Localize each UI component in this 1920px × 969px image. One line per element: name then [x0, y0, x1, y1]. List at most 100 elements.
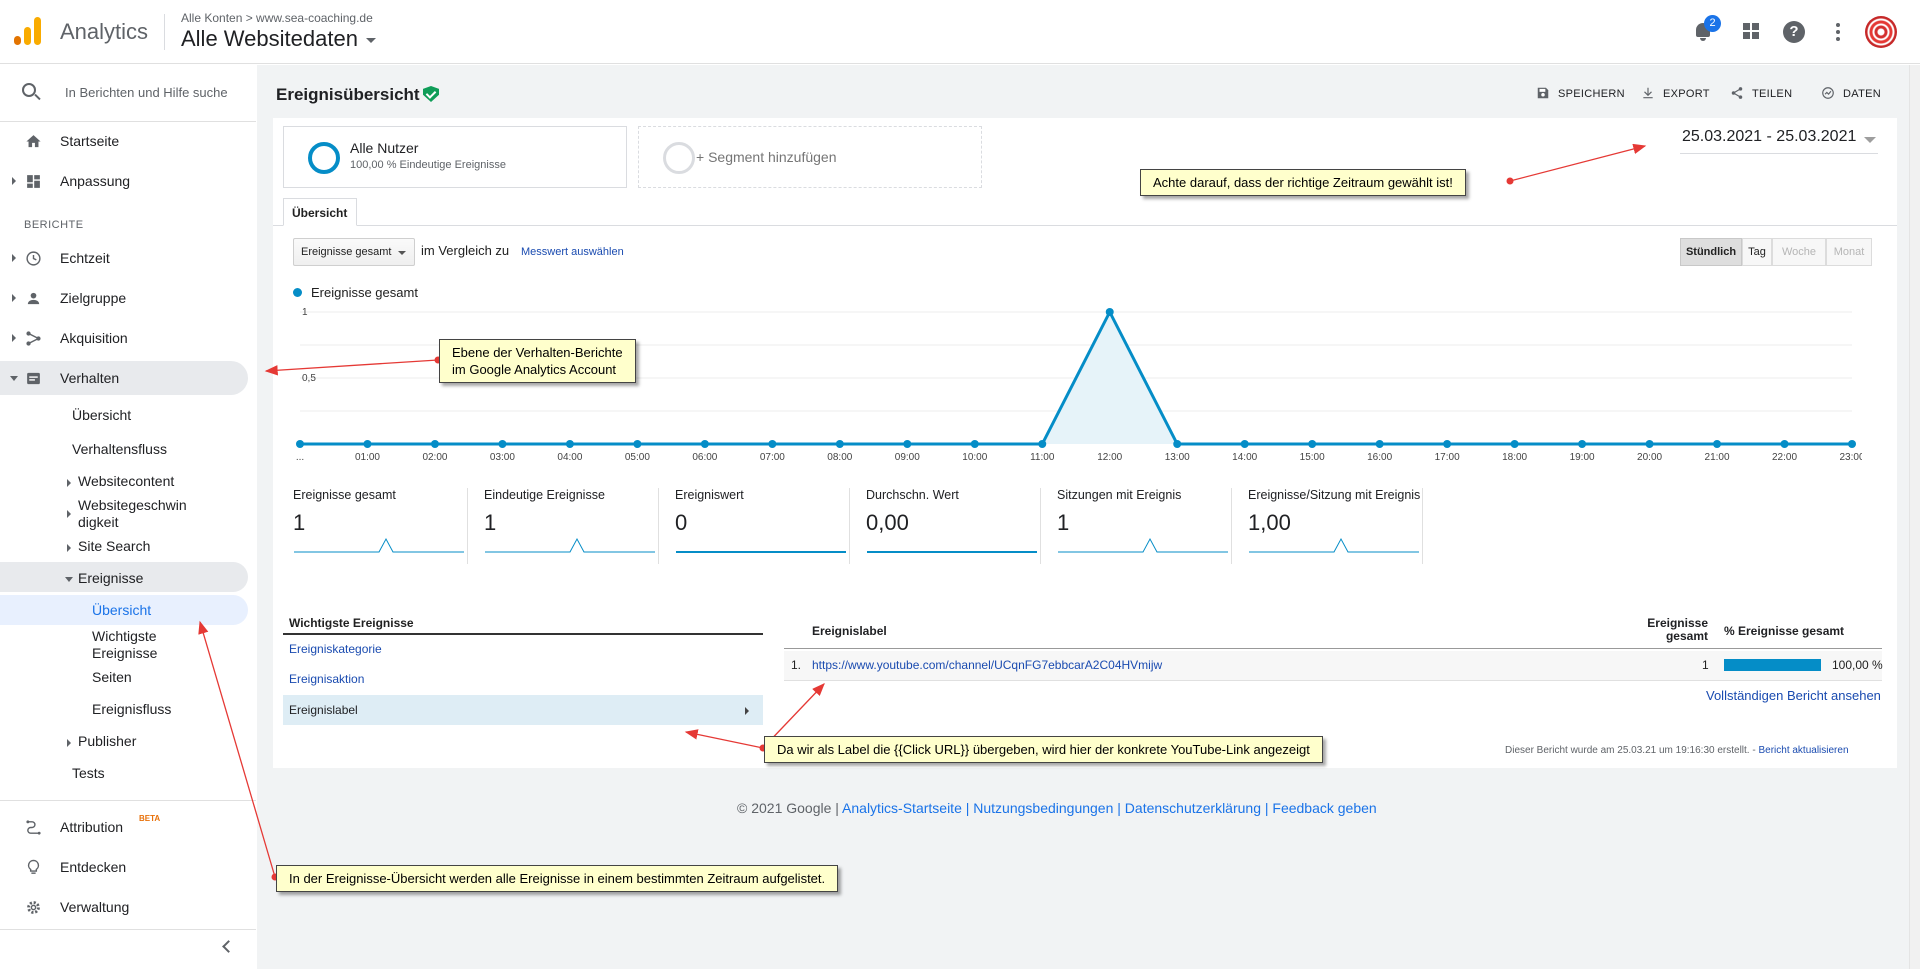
kpi-card[interactable]: Sitzungen mit Ereignis 1	[1047, 488, 1232, 564]
data-point[interactable]	[430, 440, 439, 448]
data-point[interactable]	[1713, 440, 1722, 448]
data-point[interactable]	[1848, 440, 1856, 448]
sidebar-item-events[interactable]: Ereignisse	[65, 570, 143, 586]
sidebar-item-realtime[interactable]: Echtzeit	[0, 241, 248, 275]
data-point[interactable]	[1645, 440, 1654, 448]
full-report-link[interactable]: Vollständigen Bericht ansehen	[1706, 688, 1881, 703]
app-title[interactable]: Analytics	[60, 19, 149, 44]
refresh-report-link[interactable]: Bericht aktualisieren	[1758, 745, 1849, 756]
sidebar-item-admin[interactable]: Verwaltung	[0, 890, 248, 924]
sidebar-item-behavior[interactable]: Verhalten	[0, 361, 248, 395]
sidebar-item-pages[interactable]: Seiten	[92, 669, 132, 685]
sidebar-item-site-search[interactable]: Site Search	[67, 538, 150, 554]
row-label-link[interactable]: https://www.youtube.com/channel/UCqnFG7e…	[812, 658, 1163, 672]
data-point[interactable]	[1443, 440, 1452, 448]
kpi-card[interactable]: Ereignisse gesamt 1	[283, 488, 468, 564]
search-input[interactable]: In Berichten und Hilfe suche	[65, 85, 228, 100]
footer-links[interactable]: Analytics-Startseite | Nutzungsbedingung…	[842, 800, 1377, 816]
help-icon[interactable]: ?	[1783, 21, 1805, 43]
share-button[interactable]: TEILEN	[1731, 87, 1792, 100]
legend-marker	[293, 288, 302, 297]
apps-grid-icon[interactable]	[1740, 20, 1764, 44]
column-header-total[interactable]: Ereignisse gesamt	[1630, 617, 1708, 643]
collapse-sidebar-icon[interactable]	[222, 940, 235, 953]
scrollbar[interactable]	[1909, 65, 1920, 969]
save-button[interactable]: SPEICHERN	[1537, 87, 1625, 100]
granularity-hourly[interactable]: Stündlich	[1680, 238, 1742, 266]
event-label-item[interactable]: Ereignislabel	[283, 695, 763, 725]
kpi-value: 1	[1057, 510, 1070, 535]
kpi-card[interactable]: Ereigniswert 0	[665, 488, 850, 564]
report-created-note: Dieser Bericht wurde am 25.03.21 um 19:1…	[1505, 745, 1849, 756]
export-button[interactable]: EXPORT	[1643, 87, 1710, 100]
granularity-day[interactable]: Tag	[1742, 238, 1772, 266]
avatar[interactable]	[1865, 16, 1897, 48]
sidebar-item-events-overview[interactable]: Übersicht	[92, 602, 152, 618]
event-category-link[interactable]: Ereigniskategorie	[289, 642, 382, 656]
row-number: 1.	[791, 658, 802, 672]
table-row	[784, 651, 1882, 681]
sidebar-item-publisher[interactable]: Publisher	[67, 733, 136, 749]
data-point[interactable]	[565, 440, 574, 448]
tab-overview[interactable]: Übersicht	[283, 198, 357, 226]
sidebar-item-tests[interactable]: Tests	[72, 765, 105, 781]
column-header-label[interactable]: Ereignislabel	[812, 624, 887, 638]
data-point[interactable]	[1578, 440, 1587, 448]
kpi-name: Ereignisse gesamt	[293, 488, 396, 502]
insights-button[interactable]: DATEN	[1822, 87, 1881, 100]
choose-metric-link[interactable]: Messwert auswählen	[521, 246, 624, 258]
chevron-down-icon[interactable]	[1864, 137, 1876, 143]
property-selector[interactable]: Alle Websitedaten	[181, 26, 376, 52]
bell-icon[interactable]: 2	[1692, 15, 1721, 44]
data-point[interactable]	[1173, 440, 1182, 448]
sidebar-item-site-content[interactable]: Websitecontent	[67, 473, 174, 489]
date-range-picker[interactable]: 25.03.2021 - 25.03.2021	[1682, 128, 1857, 145]
beta-badge: BETA	[139, 814, 161, 823]
data-point[interactable]	[1240, 440, 1249, 448]
data-point[interactable]	[363, 440, 372, 448]
data-point[interactable]	[970, 440, 979, 448]
data-point[interactable]	[1105, 308, 1114, 316]
data-point[interactable]	[498, 440, 507, 448]
data-point[interactable]	[633, 440, 642, 448]
sidebar-item-site-speed[interactable]: Websitegeschwin digkeit	[67, 497, 187, 531]
sidebar-item-label: Akquisition	[60, 330, 128, 346]
sidebar-item-home[interactable]: Startseite	[0, 124, 248, 158]
data-point[interactable]	[835, 440, 844, 448]
chevron-down-icon	[65, 577, 73, 582]
data-point[interactable]	[1780, 440, 1789, 448]
segment-all-users[interactable]: Alle Nutzer 100,00 % Eindeutige Ereignis…	[283, 126, 627, 188]
data-point[interactable]	[768, 440, 777, 448]
share-icon	[1731, 87, 1743, 99]
add-segment-button[interactable]: + Segment hinzufügen	[638, 126, 982, 188]
kpi-card[interactable]: Eindeutige Ereignisse 1	[474, 488, 659, 564]
sidebar-item-attribution[interactable]: Attribution BETA	[0, 810, 248, 844]
sidebar-item-top-events[interactable]: Wichtigste Ereignisse	[92, 628, 157, 662]
granularity-week[interactable]: Woche	[1772, 238, 1826, 266]
data-point[interactable]	[1308, 440, 1317, 448]
sidebar-item-behavior-flow[interactable]: Verhaltensfluss	[72, 441, 167, 457]
analytics-logo-icon[interactable]	[14, 17, 42, 45]
data-point[interactable]	[903, 440, 912, 448]
sidebar-item-behavior-overview[interactable]: Übersicht	[72, 407, 132, 423]
granularity-month[interactable]: Monat	[1826, 238, 1872, 266]
data-point[interactable]	[700, 440, 709, 448]
data-point[interactable]	[296, 440, 304, 448]
column-header-percent[interactable]: % Ereignisse gesamt	[1724, 624, 1845, 638]
kpi-card[interactable]: Durchschn. Wert 0,00	[856, 488, 1041, 564]
kpi-card[interactable]: Ereignisse/Sitzung mit Ereignis 1,00	[1238, 488, 1423, 564]
sidebar-item-audience[interactable]: Zielgruppe	[0, 281, 248, 315]
breadcrumb[interactable]: Alle Konten > www.sea-coaching.de	[181, 11, 373, 25]
sidebar-item-customization[interactable]: Anpassung	[0, 164, 248, 198]
section-label: BERICHTE	[24, 219, 84, 231]
data-point[interactable]	[1038, 440, 1047, 448]
data-point[interactable]	[1510, 440, 1519, 448]
sidebar-item-acquisition[interactable]: Akquisition	[0, 321, 248, 355]
event-action-link[interactable]: Ereignisaktion	[289, 672, 365, 686]
sidebar-item-events-flow[interactable]: Ereignisfluss	[92, 701, 172, 717]
more-vert-icon[interactable]	[1826, 20, 1850, 44]
metric-select[interactable]: Ereignisse gesamt	[293, 238, 415, 266]
data-point[interactable]	[1375, 440, 1384, 448]
sidebar-item-discover[interactable]: Entdecken	[0, 850, 248, 884]
chevron-right-icon	[12, 294, 16, 302]
